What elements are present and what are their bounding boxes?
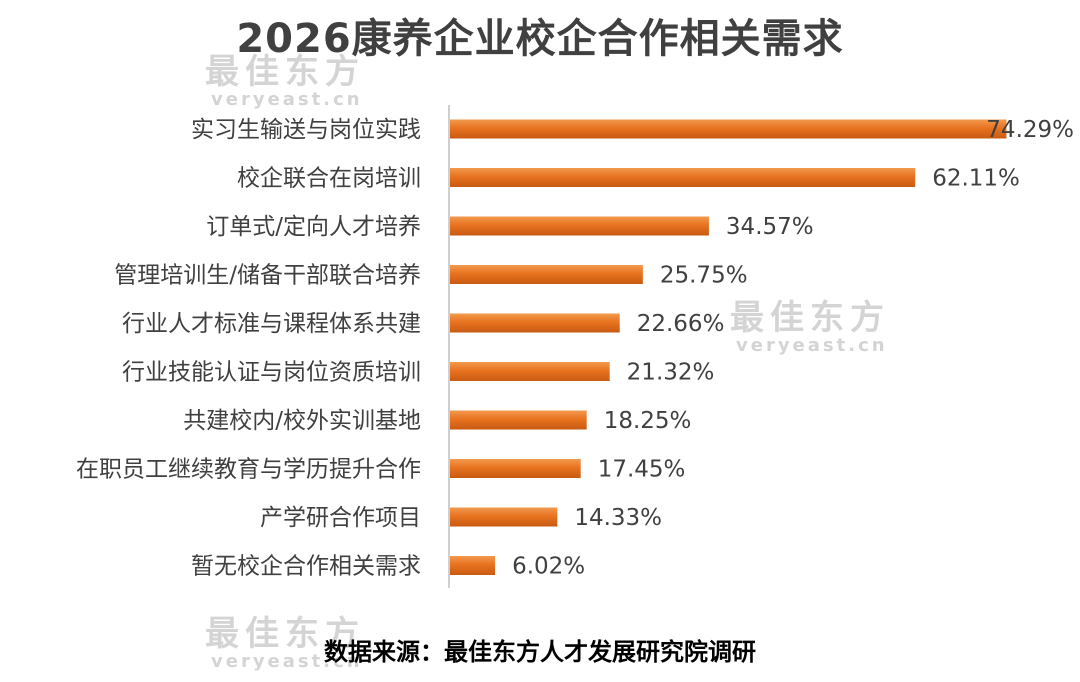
bar-7: [450, 459, 581, 478]
bar-6: [450, 410, 587, 430]
value-label-5: 21.32%: [627, 360, 715, 386]
bar-2: [450, 216, 709, 236]
category-label-1: 校企联合在岗培训: [237, 166, 421, 192]
bar-5: [450, 362, 610, 381]
value-label-1: 62.11%: [932, 166, 1020, 192]
bar-8: [450, 507, 558, 527]
data-source: 数据来源：最佳东方人才发展研究院调研: [324, 638, 756, 666]
value-label-2: 34.57%: [726, 214, 814, 240]
value-label-8: 14.33%: [574, 505, 662, 531]
bar-0: [450, 119, 1007, 139]
category-label-6: 共建校内/校外实训基地: [183, 408, 421, 434]
category-label-3: 管理培训生/储备干部联合培养: [114, 263, 421, 289]
bar-9: [450, 556, 496, 575]
value-label-3: 25.75%: [660, 263, 748, 289]
category-label-2: 订单式/定向人才培养: [206, 214, 421, 240]
category-label-4: 行业人才标准与课程体系共建: [122, 311, 421, 337]
value-label-0: 74.29%: [986, 117, 1074, 143]
value-label-6: 18.25%: [604, 408, 692, 434]
bar-4: [450, 313, 620, 333]
value-label-4: 22.66%: [637, 311, 725, 337]
bar-3: [450, 265, 643, 284]
chart-title: 2026康养企业校企合作相关需求: [236, 16, 844, 62]
value-label-9: 6.02%: [512, 554, 585, 580]
value-label-7: 17.45%: [598, 457, 686, 483]
category-label-9: 暂无校企合作相关需求: [191, 554, 421, 580]
bar-1: [450, 168, 916, 187]
category-label-7: 在职员工继续教育与学历提升合作: [76, 457, 421, 483]
category-label-0: 实习生输送与岗位实践: [191, 117, 421, 143]
category-label-5: 行业技能认证与岗位资质培训: [122, 360, 421, 386]
category-label-8: 产学研合作项目: [260, 505, 421, 531]
